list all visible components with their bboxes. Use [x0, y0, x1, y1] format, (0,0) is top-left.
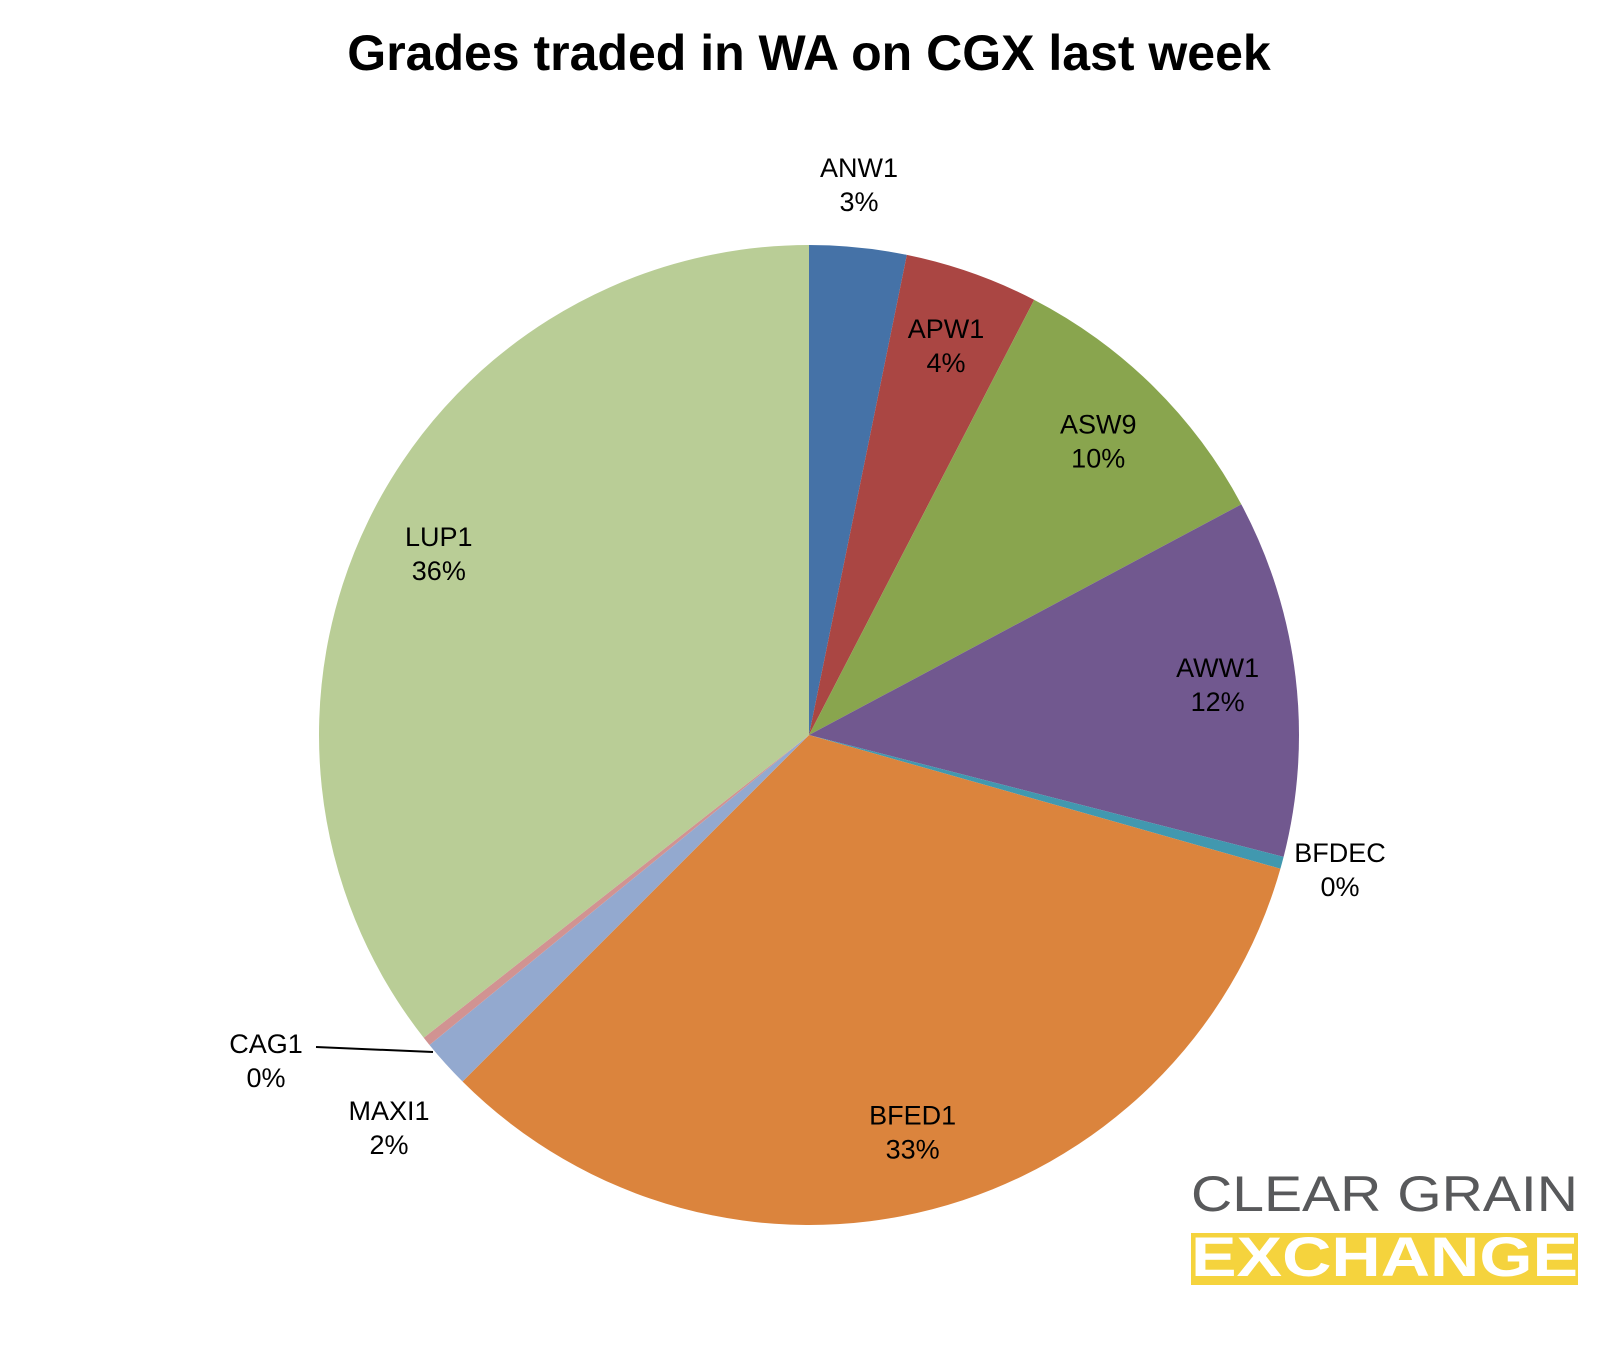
pie-slice — [429, 735, 809, 1082]
slice-value-label: 33% — [886, 1134, 940, 1164]
slice-label: BFED1 — [869, 1100, 956, 1130]
slice-label: ANW1 — [820, 153, 898, 183]
slice-value-label: 3% — [839, 187, 878, 217]
slice-value-label: 0% — [1320, 872, 1359, 902]
slice-label: ASW9 — [1060, 409, 1137, 439]
slice-value-label: 10% — [1071, 443, 1125, 473]
logo-line2: EXCHANGE — [1191, 1225, 1578, 1288]
pie-slice — [809, 299, 1242, 735]
slice-label: AWW1 — [1176, 653, 1259, 683]
pie-slice — [809, 735, 1284, 869]
slice-value-label: 0% — [246, 1063, 285, 1093]
pie-slice — [809, 254, 1035, 735]
slice-label: APW1 — [908, 314, 985, 344]
logo-line1: CLEAR GRAIN — [1191, 1166, 1578, 1222]
pie-slice — [809, 504, 1299, 857]
pie-slice — [423, 735, 809, 1045]
slice-label: MAXI1 — [348, 1096, 429, 1126]
slice-value-label: 36% — [412, 556, 466, 586]
logo-bar — [1191, 1233, 1578, 1285]
slice-label: LUP1 — [405, 522, 473, 552]
chart-title: Grades traded in WA on CGX last week — [347, 25, 1271, 81]
slice-value-label: 4% — [926, 348, 965, 378]
slice-label: CAG1 — [229, 1029, 303, 1059]
pie-slice — [318, 245, 809, 1038]
pie-slice — [462, 735, 1281, 1225]
leader-line — [315, 1046, 434, 1053]
slice-label: BFDEC — [1294, 838, 1386, 868]
slice-value-label: 12% — [1191, 687, 1245, 717]
slice-value-label: 2% — [369, 1130, 408, 1160]
pie-slice — [809, 245, 907, 735]
